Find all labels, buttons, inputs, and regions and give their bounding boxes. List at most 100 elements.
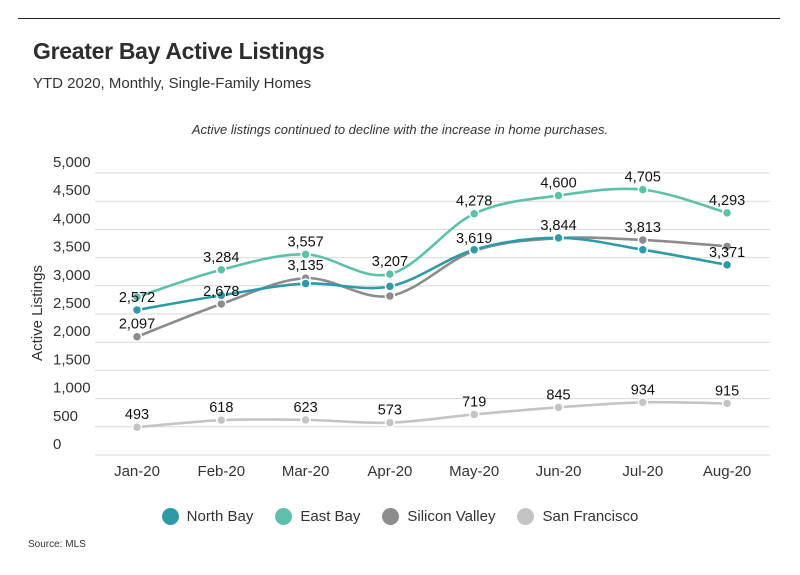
y-tick-label: 3,000 bbox=[53, 267, 91, 284]
data-label: 3,207 bbox=[372, 254, 408, 270]
x-axis-ticks: Jan-20 Feb-20 Mar-20 Apr-20 May-20 Jun-20 Jul-… bbox=[114, 463, 751, 480]
data-label: 573 bbox=[378, 403, 402, 419]
data-label: 3,844 bbox=[540, 218, 576, 234]
x-tick-label: Jun-20 bbox=[536, 463, 582, 480]
y-tick-label: 2,000 bbox=[53, 323, 91, 340]
x-tick-label: Aug-20 bbox=[703, 463, 751, 480]
y-tick-label: 5,000 bbox=[53, 154, 91, 171]
x-tick-label: Feb-20 bbox=[198, 463, 246, 480]
legend-swatch bbox=[382, 508, 400, 525]
data-label: 934 bbox=[631, 382, 655, 398]
source-note: Source: MLS bbox=[28, 539, 86, 550]
legend-swatch bbox=[161, 508, 179, 525]
gridlines bbox=[95, 172, 770, 456]
data-point bbox=[300, 414, 311, 426]
chart-subtitle: YTD 2020, Monthly, Single-Family Homes bbox=[33, 75, 312, 92]
data-label: 719 bbox=[462, 394, 486, 410]
data-point bbox=[384, 281, 396, 292]
chart-title: Greater Bay Active Listings bbox=[33, 38, 325, 64]
data-point bbox=[216, 414, 227, 426]
data-point bbox=[637, 244, 649, 255]
data-point bbox=[553, 190, 564, 201]
data-label: 4,600 bbox=[540, 176, 576, 192]
data-point bbox=[721, 241, 733, 252]
data-label: 493 bbox=[125, 407, 149, 423]
series-line-silicon-valley bbox=[136, 236, 728, 338]
data-label: 3,284 bbox=[203, 250, 239, 266]
data-point bbox=[553, 402, 564, 413]
data-point bbox=[131, 291, 143, 303]
data-point bbox=[216, 298, 227, 310]
legend-label: North Bay bbox=[186, 508, 254, 525]
data-label: 3,371 bbox=[709, 245, 745, 261]
data-label: 4,705 bbox=[625, 170, 661, 186]
legend-label: San Francisco bbox=[542, 508, 639, 525]
series-line-san-francisco bbox=[136, 400, 728, 429]
series-line-east-bay bbox=[136, 187, 728, 299]
data-point bbox=[468, 409, 480, 420]
y-axis-ticks: 0 500 1,000 1,500 2,000 2,500 3,000 3,500 4,000 4… bbox=[53, 154, 91, 453]
y-tick-label: 1,500 bbox=[53, 351, 91, 368]
y-tick-label: 4,500 bbox=[53, 182, 91, 199]
data-point bbox=[384, 290, 396, 302]
data-point bbox=[131, 331, 143, 342]
data-labels: 2,572 3,371 3,284 3,557 3,207 4,278 4,600 4,705… bbox=[119, 170, 745, 424]
data-point bbox=[553, 232, 564, 244]
y-tick-label: 500 bbox=[53, 408, 78, 425]
data-point bbox=[468, 208, 480, 219]
data-label: 3,813 bbox=[625, 220, 661, 236]
y-tick-label: 1,000 bbox=[53, 380, 91, 397]
legend-label: Silicon Valley bbox=[407, 508, 496, 525]
data-point bbox=[384, 268, 396, 280]
series-lines bbox=[136, 187, 728, 429]
legend-item: San Francisco bbox=[517, 508, 638, 525]
legend-swatch bbox=[275, 508, 293, 525]
data-point bbox=[131, 304, 143, 316]
data-point bbox=[468, 244, 480, 255]
y-tick-label: 0 bbox=[53, 436, 61, 453]
x-tick-label: Apr-20 bbox=[367, 463, 412, 480]
data-point bbox=[637, 397, 649, 408]
y-tick-label: 2,500 bbox=[53, 295, 91, 312]
x-tick-label: Mar-20 bbox=[282, 463, 330, 480]
data-label: 618 bbox=[209, 400, 233, 416]
data-label: 4,293 bbox=[709, 193, 745, 209]
data-point bbox=[384, 417, 396, 428]
legend-item: Silicon Valley bbox=[382, 508, 495, 525]
x-tick-label: Jul-20 bbox=[622, 463, 663, 480]
data-label: 2,097 bbox=[119, 317, 155, 333]
data-label: 845 bbox=[546, 387, 570, 403]
x-tick-label: Jan-20 bbox=[114, 463, 160, 480]
data-point bbox=[300, 249, 311, 260]
data-point bbox=[216, 290, 227, 301]
x-tick-label: May-20 bbox=[449, 463, 499, 480]
data-label: 3,557 bbox=[287, 234, 323, 250]
data-label: 623 bbox=[293, 400, 317, 416]
data-label: 3,619 bbox=[456, 231, 492, 247]
data-label: 915 bbox=[715, 383, 739, 399]
data-label: 4,278 bbox=[456, 194, 492, 210]
data-label: 2,572 bbox=[119, 290, 155, 306]
data-point bbox=[637, 184, 649, 195]
legend-item: North Bay bbox=[161, 508, 254, 525]
y-tick-label: 4,000 bbox=[53, 210, 91, 227]
data-point bbox=[637, 234, 649, 246]
data-label: 3,135 bbox=[287, 258, 323, 274]
data-point bbox=[721, 207, 733, 219]
legend-item: East Bay bbox=[275, 508, 360, 525]
data-point bbox=[721, 259, 733, 271]
legend: North Bay East Bay Silicon Valley San Franc… bbox=[0, 508, 800, 525]
data-point bbox=[131, 421, 143, 433]
legend-label: East Bay bbox=[300, 508, 361, 525]
top-rule bbox=[18, 18, 780, 19]
data-point bbox=[216, 264, 227, 276]
series-line-north-bay bbox=[136, 236, 728, 312]
data-label: 2,678 bbox=[203, 284, 239, 300]
chart-annotation: Active listings continued to decline wit… bbox=[191, 122, 609, 137]
legend-swatch bbox=[517, 508, 535, 525]
y-axis-label: Active Listings bbox=[29, 265, 46, 361]
series-points bbox=[131, 184, 733, 433]
data-point bbox=[721, 398, 733, 409]
data-point bbox=[300, 278, 311, 289]
